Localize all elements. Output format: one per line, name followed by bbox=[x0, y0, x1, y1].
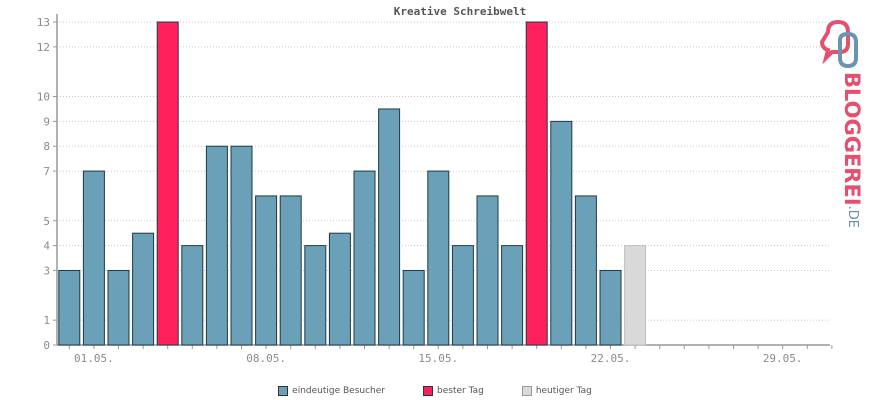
y-tick-label: 13 bbox=[37, 16, 50, 29]
bar-09.05. bbox=[279, 195, 302, 346]
bar-23.05. bbox=[624, 245, 647, 346]
bloggerei-wordmark: BLOGGEREI.DE bbox=[840, 72, 864, 228]
chart-legend: eindeutige Besucher bester Tag heutiger … bbox=[0, 386, 870, 396]
chart-title: Kreative Schreibwelt bbox=[393, 5, 527, 18]
bloggerei-logo-icon bbox=[810, 18, 870, 218]
y-tick-label: 10 bbox=[37, 91, 50, 104]
x-tick-label: 22.05. bbox=[591, 352, 631, 365]
bar-08.05. bbox=[255, 195, 278, 346]
bar-20.05. bbox=[550, 120, 573, 346]
x-tick-label: 15.05. bbox=[418, 352, 458, 365]
bar-10.05. bbox=[304, 245, 327, 346]
bar-30.04. bbox=[58, 269, 81, 346]
legend-swatch-best-day bbox=[423, 386, 433, 396]
bar-17.05. bbox=[476, 195, 499, 346]
y-tick-label: 1 bbox=[43, 314, 50, 327]
y-tick-label: 12 bbox=[37, 41, 50, 54]
bar-06.05. bbox=[205, 145, 228, 346]
legend-item-today: heutiger Tag bbox=[521, 386, 592, 396]
y-tick-label: 9 bbox=[43, 115, 50, 128]
legend-swatch-today bbox=[521, 386, 532, 396]
logo-tld: .DE bbox=[845, 205, 860, 228]
legend-item-best-day: bester Tag bbox=[423, 386, 484, 396]
legend-label-best-day: bester Tag bbox=[437, 386, 484, 396]
bar-18.05. bbox=[501, 245, 524, 346]
bar-13.05. bbox=[378, 108, 401, 346]
legend-label-today: heutiger Tag bbox=[535, 386, 592, 396]
y-tick-label: 3 bbox=[43, 264, 50, 277]
bar-04.05. bbox=[156, 21, 179, 346]
x-tick-label: 29.05. bbox=[763, 352, 803, 365]
bar-03.05. bbox=[132, 232, 155, 346]
bar-16.05. bbox=[451, 245, 474, 346]
bar-19.05. bbox=[525, 21, 548, 346]
bar-02.05. bbox=[107, 269, 130, 346]
bar-11.05. bbox=[328, 232, 351, 346]
y-tick-label: 0 bbox=[43, 339, 50, 352]
y-tick-label: 7 bbox=[43, 165, 50, 178]
logo-text: BLOGGEREI bbox=[840, 72, 864, 206]
bar-21.05. bbox=[574, 195, 597, 346]
bar-14.05. bbox=[402, 269, 425, 346]
bar-05.05. bbox=[181, 245, 204, 346]
bar-22.05. bbox=[599, 269, 622, 346]
legend-swatch-visitors bbox=[278, 386, 289, 396]
bar-12.05. bbox=[353, 170, 376, 346]
bar-15.05. bbox=[427, 170, 450, 346]
bar-01.05. bbox=[82, 170, 105, 346]
x-tick-label: 08.05. bbox=[246, 352, 286, 365]
x-tick-label: 01.05. bbox=[74, 352, 114, 365]
y-tick-label: 5 bbox=[43, 215, 50, 228]
bar-07.05. bbox=[230, 145, 253, 346]
y-tick-label: 4 bbox=[43, 240, 50, 253]
legend-item-visitors: eindeutige Besucher bbox=[278, 386, 385, 396]
legend-label-visitors: eindeutige Besucher bbox=[292, 386, 385, 396]
y-tick-label: 8 bbox=[43, 140, 50, 153]
